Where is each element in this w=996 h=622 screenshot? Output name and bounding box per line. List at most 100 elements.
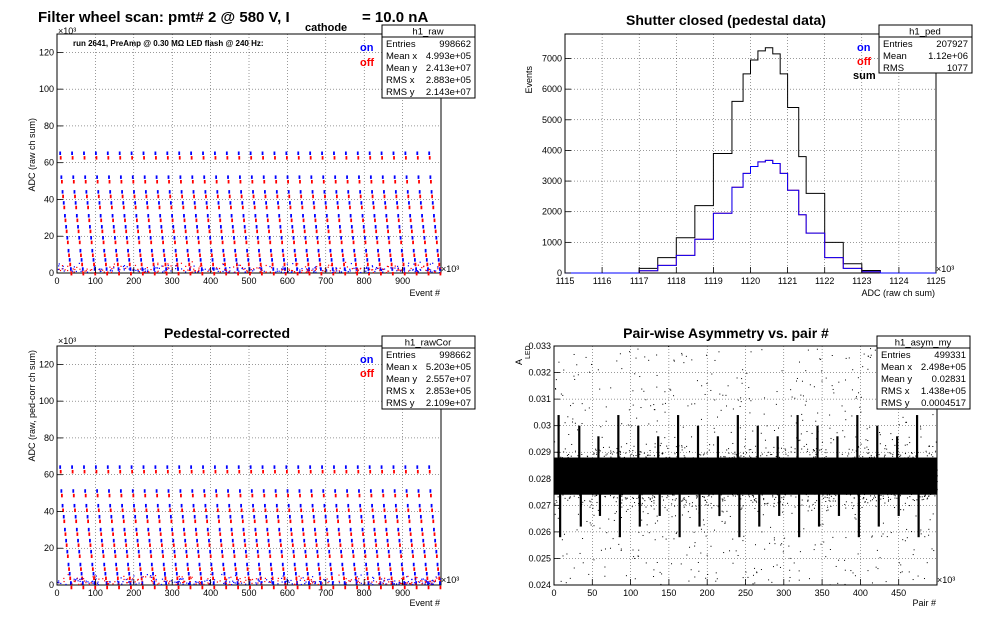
data-point-on — [397, 214, 400, 218]
data-point — [853, 481, 855, 483]
outlier-point — [706, 383, 708, 385]
data-point-on — [368, 465, 371, 469]
data-point-on — [335, 503, 338, 508]
data-point — [707, 463, 709, 465]
baseline-point — [414, 577, 417, 580]
baseline-point — [157, 270, 159, 272]
stats-value: 2.143e+07 — [426, 87, 471, 98]
data-point — [591, 504, 593, 506]
data-point — [615, 472, 617, 474]
baseline-point — [224, 582, 226, 584]
data-point — [704, 484, 706, 486]
baseline-point — [277, 577, 279, 580]
data-point-on — [323, 503, 326, 508]
data-point-off — [209, 554, 212, 559]
data-point — [848, 484, 850, 486]
data-point — [706, 474, 708, 476]
data-point — [615, 501, 617, 503]
data-point — [723, 491, 725, 493]
data-point — [679, 474, 681, 476]
data-point — [680, 458, 682, 460]
baseline-point — [211, 268, 214, 270]
data-point-off — [88, 532, 91, 536]
data-point — [813, 493, 815, 495]
data-point — [899, 467, 901, 469]
data-point — [689, 503, 691, 505]
baseline-point — [382, 271, 384, 273]
data-point — [682, 475, 684, 477]
data-point — [836, 485, 838, 487]
data-point-on — [390, 571, 393, 576]
data-point — [703, 476, 705, 478]
data-point — [868, 483, 870, 485]
data-point-off — [132, 179, 135, 184]
baseline-point — [414, 270, 416, 273]
baseline-point — [137, 579, 139, 581]
data-point — [749, 476, 751, 478]
data-point-on — [273, 151, 276, 155]
baseline-point — [338, 582, 341, 584]
data-point — [596, 501, 598, 503]
data-point — [585, 491, 587, 493]
data-point — [637, 493, 639, 495]
data-point — [746, 473, 748, 475]
data-point-off — [314, 532, 317, 536]
data-point-on — [172, 225, 175, 229]
data-point — [914, 471, 916, 473]
data-point — [740, 492, 742, 494]
x-tick-label: 1118 — [667, 276, 686, 286]
data-point — [893, 493, 895, 495]
data-point-on — [430, 503, 433, 508]
baseline-point — [221, 573, 223, 576]
data-point-on — [122, 514, 125, 519]
baseline-point — [110, 271, 113, 274]
data-point — [912, 480, 914, 482]
data-point-off — [431, 194, 434, 199]
data-point-off — [165, 585, 168, 590]
data-point — [790, 478, 792, 480]
data-point-off — [278, 532, 281, 536]
baseline-point — [412, 268, 414, 271]
data-point-on — [102, 549, 104, 554]
data-point — [746, 463, 748, 465]
data-point-off — [360, 205, 363, 210]
data-point-on — [219, 538, 222, 543]
data-point — [700, 475, 702, 477]
data-point-off — [425, 567, 428, 571]
data-point — [843, 490, 845, 492]
data-point-off — [327, 229, 330, 234]
baseline-point — [198, 269, 200, 271]
data-point — [688, 475, 690, 477]
baseline-point — [365, 266, 368, 268]
data-point — [902, 469, 904, 471]
baseline-point — [433, 581, 435, 583]
baseline-point — [189, 576, 191, 578]
baseline-point — [123, 575, 125, 578]
data-point — [763, 462, 765, 464]
baseline-point — [163, 270, 165, 272]
data-point-off — [124, 218, 126, 223]
data-point — [830, 474, 832, 476]
data-point — [624, 468, 626, 470]
data-point-on — [322, 489, 325, 493]
data-point-off — [62, 508, 64, 513]
x-tick-label: 1121 — [778, 276, 797, 286]
baseline-point — [211, 267, 214, 269]
data-point — [737, 494, 739, 496]
data-point — [782, 479, 784, 481]
data-point — [654, 475, 656, 477]
baseline-point — [398, 269, 400, 271]
data-point — [826, 465, 828, 467]
data-point — [572, 466, 574, 468]
data-point — [716, 458, 718, 460]
baseline-point — [194, 581, 197, 583]
outlier-point — [674, 515, 676, 517]
data-point — [919, 465, 921, 467]
data-point — [568, 464, 570, 466]
data-point-on — [346, 489, 348, 493]
data-point-off — [76, 532, 79, 536]
baseline-point — [291, 271, 293, 273]
data-point — [671, 466, 673, 468]
data-point — [564, 476, 566, 478]
data-point — [581, 458, 583, 460]
